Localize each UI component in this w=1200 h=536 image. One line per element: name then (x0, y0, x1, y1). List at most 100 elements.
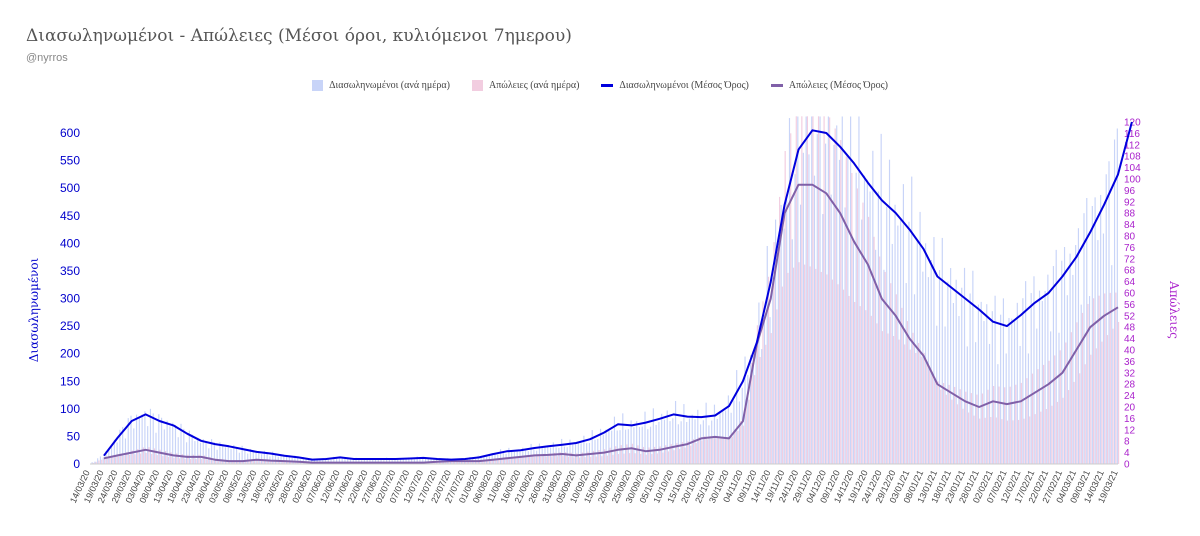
bar-daily-intubated (172, 422, 174, 464)
bar-daily-deaths (109, 456, 111, 464)
bar-daily-deaths (870, 315, 872, 464)
bar-daily-deaths (990, 417, 992, 464)
bar-daily-deaths (203, 455, 206, 464)
bar-daily-intubated (958, 316, 960, 464)
bar-daily-deaths (637, 445, 639, 464)
bar-daily-deaths (1048, 360, 1050, 464)
bar-daily-deaths (809, 266, 811, 464)
bar-daily-deaths (292, 461, 294, 464)
bar-daily-intubated (666, 410, 668, 464)
bar-daily-intubated (94, 461, 96, 464)
bar-daily-deaths (245, 461, 247, 464)
bar-daily-deaths (1095, 348, 1097, 464)
y-left-tick-label: 250 (60, 319, 80, 333)
bar-daily-deaths (748, 399, 750, 464)
bar-daily-intubated (144, 411, 146, 464)
bar-daily-deaths (467, 460, 470, 464)
bar-daily-intubated (969, 293, 971, 464)
bar-daily-intubated (97, 458, 99, 464)
bar-daily-deaths (912, 332, 914, 464)
bar-daily-intubated (638, 427, 641, 464)
bar-daily-intubated (216, 449, 218, 464)
bar-daily-intubated (347, 457, 349, 464)
bar-daily-deaths (1067, 390, 1070, 464)
bar-daily-intubated (1000, 314, 1002, 464)
bar-daily-intubated (255, 452, 257, 464)
bar-daily-deaths (917, 342, 920, 464)
bar-daily-intubated (850, 116, 852, 464)
bar-daily-intubated (922, 271, 924, 464)
bar-daily-intubated (1022, 298, 1024, 464)
legend-item-avg-intubated[interactable]: Διασωληνωμένοι (Μέσος Όρος) (601, 80, 749, 91)
y-right-tick-label: 8 (1124, 437, 1130, 448)
bar-daily-deaths (806, 116, 808, 465)
bar-daily-deaths (904, 344, 906, 464)
bar-daily-intubated (988, 343, 991, 464)
bar-daily-deaths (187, 454, 189, 464)
bar-daily-deaths (995, 417, 997, 464)
bar-daily-intubated (602, 434, 604, 464)
bar-daily-intubated (336, 457, 338, 464)
bar-daily-intubated (936, 325, 938, 464)
bar-daily-deaths (1109, 292, 1111, 464)
bar-daily-intubated (997, 364, 999, 464)
bar-daily-intubated (855, 172, 857, 464)
bar-daily-intubated (861, 219, 863, 464)
bar-daily-intubated (147, 426, 149, 464)
bar-daily-deaths (848, 295, 850, 464)
bar-daily-intubated (302, 456, 304, 464)
bar-daily-deaths (767, 276, 770, 464)
bar-daily-intubated (913, 294, 916, 464)
bar-daily-intubated (900, 218, 902, 464)
bar-daily-deaths (103, 457, 106, 464)
bar-daily-intubated (102, 457, 104, 464)
bar-daily-deaths (948, 384, 950, 464)
bar-daily-intubated (947, 281, 949, 464)
bar-daily-intubated (838, 159, 841, 465)
bar-daily-deaths (1084, 364, 1086, 464)
bar-daily-intubated (241, 445, 243, 464)
bar-daily-intubated (1033, 276, 1035, 464)
bar-daily-deaths (515, 457, 517, 464)
bar-daily-deaths (1037, 369, 1039, 464)
bar-daily-intubated (788, 118, 791, 465)
bar-daily-deaths (998, 386, 1000, 464)
bar-daily-intubated (905, 283, 907, 464)
legend-swatch (312, 80, 324, 91)
y-right-tick-label: 28 (1124, 380, 1136, 391)
bar-daily-deaths (906, 321, 909, 464)
bar-daily-deaths (626, 444, 628, 464)
legend-item-avg-deaths[interactable]: Απώλειες (Μέσος Όρος) (770, 80, 888, 91)
bar-daily-deaths (156, 455, 158, 464)
bar-daily-deaths (445, 460, 447, 464)
bar-daily-intubated (875, 249, 877, 464)
bar-daily-intubated (777, 253, 779, 464)
y-right-tick-label: 24 (1124, 391, 1136, 402)
bar-daily-intubated (927, 277, 929, 464)
bar-daily-deaths (126, 452, 128, 464)
bar-daily-intubated (177, 437, 179, 464)
bar-daily-deaths (784, 150, 786, 465)
bar-daily-deaths (1040, 411, 1042, 464)
bar-daily-intubated (397, 459, 399, 464)
legend-label: Διασωληνωμένοι (ανά ημέρα) (329, 80, 450, 91)
bar-daily-intubated (741, 387, 743, 464)
bar-daily-intubated (538, 443, 541, 464)
bar-daily-intubated (1097, 240, 1099, 464)
bar-daily-intubated (555, 447, 557, 464)
bar-daily-intubated (755, 346, 757, 464)
bar-daily-deaths (498, 459, 500, 464)
bar-daily-intubated (394, 458, 396, 464)
bar-daily-intubated (191, 434, 193, 464)
bar-daily-deaths (651, 454, 653, 464)
legend-item-daily-deaths[interactable]: Απώλειες (ανά ημέρα) (471, 80, 579, 91)
bar-daily-intubated (344, 458, 346, 464)
bar-daily-deaths (631, 443, 633, 464)
bar-daily-intubated (149, 408, 152, 464)
bar-daily-intubated (388, 459, 390, 464)
legend-item-daily-intubated[interactable]: Διασωληνωμένοι (ανά ημέρα) (312, 80, 450, 91)
bar-daily-deaths (609, 447, 611, 464)
bar-daily-intubated (833, 144, 835, 464)
bar-daily-intubated (158, 414, 160, 464)
bar-daily-deaths (992, 385, 995, 464)
